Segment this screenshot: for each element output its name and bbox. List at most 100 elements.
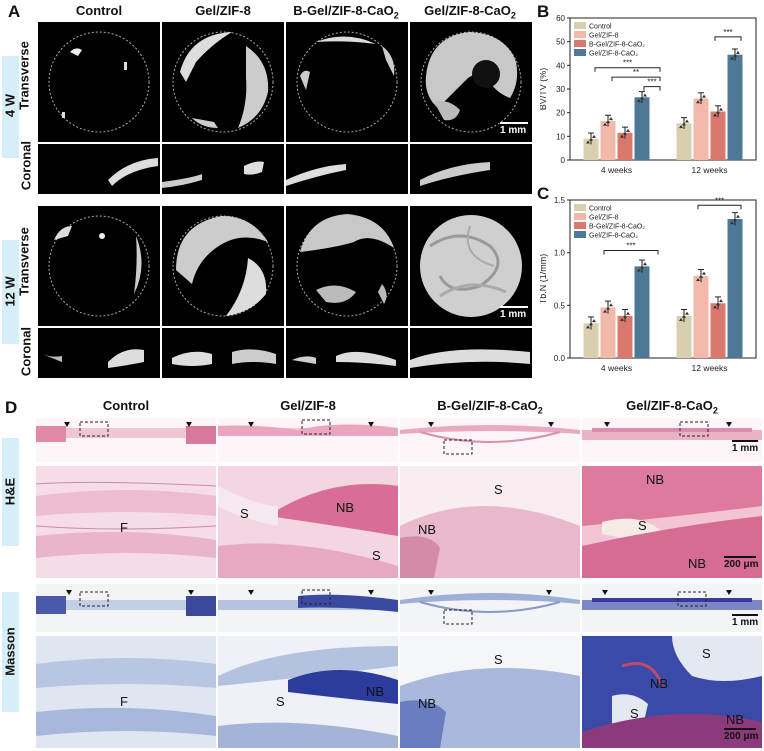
ct-image [296, 31, 398, 133]
data-point [620, 134, 624, 138]
legend-label: Gel/ZIF-8 [589, 215, 619, 222]
he-label-g-nb2: NB [688, 556, 707, 571]
data-point [719, 107, 723, 111]
ct-12w-transverse-control [38, 206, 160, 326]
he-high-control [36, 466, 216, 578]
masson-label-control-f: F [120, 694, 128, 709]
bar [600, 307, 616, 358]
ct-image [162, 161, 264, 188]
histo-image [400, 590, 580, 625]
legend-swatch [574, 49, 586, 56]
subscript: 2 [510, 10, 516, 21]
x-tick-label: 12 weeks [692, 363, 728, 373]
he-label-b-s: S [494, 482, 503, 497]
ct-image [42, 349, 144, 368]
ct-image [286, 164, 346, 186]
significance-label: *** [647, 78, 656, 87]
histo-image [400, 506, 580, 578]
data-point [640, 96, 644, 100]
y-axis-label: Tb.N (1/mm) [540, 254, 548, 305]
histo-image [218, 484, 398, 578]
ct-image [172, 31, 274, 133]
histo-scale-bar-masson-high: 200 μm [724, 728, 758, 742]
ct-4w-transverse-gel-zif8 [162, 22, 284, 142]
ct-image [108, 158, 158, 186]
masson-low-gel-cao2 [582, 584, 762, 632]
data-point [589, 137, 593, 141]
data-point [679, 125, 683, 129]
bar [710, 111, 726, 160]
row-label-12w: 12 W [2, 276, 18, 307]
data-point [637, 268, 641, 272]
masson-low-b-gel [400, 584, 580, 632]
histo-image [36, 658, 216, 736]
ct-image [420, 215, 522, 317]
y-tick-label: 0.0 [554, 354, 566, 363]
bar [634, 97, 650, 160]
y-axis-label: BV/TV (%) [540, 68, 548, 111]
legend-label: Gel/ZIF-8-CaO₂ [589, 51, 638, 58]
ct-scale-bar-4w: 1 mm [500, 122, 528, 136]
masson-high-control [36, 636, 216, 748]
histo-image [218, 419, 398, 436]
legend-swatch [574, 213, 586, 220]
data-point [626, 311, 630, 315]
histo-scale-bar-masson-low: 1 mm [732, 614, 758, 628]
legend-label: Gel/ZIF-8 [589, 33, 619, 40]
ct-4w-coronal-gel-cao2 [410, 144, 532, 194]
histo-image [36, 481, 216, 558]
significance-bracket [611, 76, 661, 82]
y-tick-label: 60 [556, 14, 565, 23]
data-point [620, 318, 624, 322]
he-low-control [36, 418, 216, 462]
masson-low-control [36, 584, 216, 632]
masson-label-b-nb: NB [418, 696, 437, 711]
x-tick-label: 12 weeks [692, 165, 728, 175]
significance-label: *** [723, 28, 732, 37]
he-label-g-s: S [638, 518, 647, 533]
row-label-box-masson [2, 592, 19, 712]
significance-label: *** [626, 242, 635, 251]
ct-12w-coronal-gel-cao2 [410, 328, 532, 378]
significance-bracket [714, 36, 742, 41]
data-point [716, 110, 720, 114]
data-point [626, 128, 630, 132]
significance-bracket [697, 204, 742, 210]
he-low-gel-zif8 [218, 418, 398, 462]
row-label-coronal-4w: Coronal [18, 140, 34, 191]
masson-label-g-nb: NB [650, 676, 669, 691]
data-point [696, 278, 700, 281]
data-point [637, 99, 641, 103]
histo-image [582, 636, 762, 748]
row-label-transverse-12w: Transverse [16, 227, 32, 296]
he-label-gel-s2: S [372, 548, 381, 563]
legend-swatch [574, 31, 586, 38]
ct-image [48, 215, 150, 317]
significance-label: *** [715, 196, 724, 205]
panel-letter-d: D [5, 398, 18, 417]
y-tick-label: 50 [556, 38, 565, 47]
bar [693, 275, 709, 358]
data-point [603, 122, 607, 126]
panel-letter-a: A [8, 2, 21, 21]
y-tick-label: 1.0 [554, 249, 566, 258]
significance-label: ** [633, 68, 639, 77]
bar [727, 218, 743, 358]
bar [583, 138, 599, 160]
y-tick-label: 10 [556, 132, 565, 141]
significance-label: *** [623, 59, 632, 68]
ct-column-gel-zif8: Gel/ZIF-8 [195, 3, 251, 18]
bar [693, 98, 709, 160]
data-point [699, 97, 703, 101]
masson-label-g-nb2: NB [726, 712, 745, 727]
ct-12w-coronal-b-gel [286, 328, 408, 378]
he-label-b-nb: NB [418, 522, 437, 537]
data-point [592, 319, 596, 323]
he-label-g-nb: NB [646, 472, 665, 487]
data-point [586, 325, 590, 329]
histo-scale-bar-he-low: 1 mm [732, 440, 758, 454]
he-low-b-gel [400, 418, 580, 462]
chart-tb-n: 0.0 0.5 1.0 1.5 Tb.N (1/mm) 4 weeks 12 weeks Co… [540, 196, 757, 373]
data-point [682, 122, 686, 126]
data-point [733, 217, 737, 221]
